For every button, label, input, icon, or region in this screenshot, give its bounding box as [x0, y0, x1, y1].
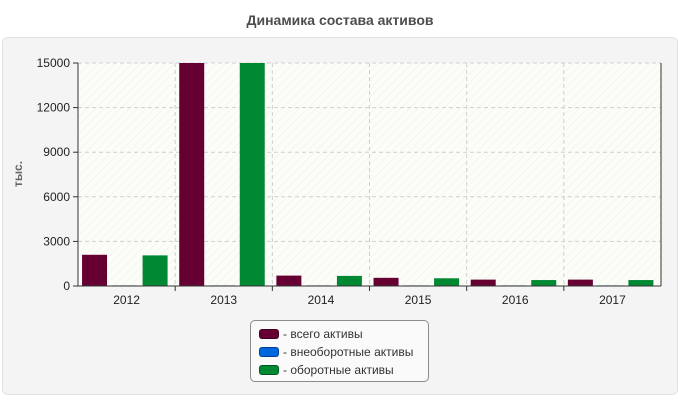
bar: [336, 275, 362, 286]
chart-legend: - всего активы - внеоборотные активы - обо…: [250, 320, 429, 382]
bar: [239, 63, 265, 286]
y-axis-label: тыс.: [11, 161, 25, 187]
legend-label: - всего активы: [283, 327, 363, 341]
bar: [567, 279, 593, 286]
bar: [179, 63, 205, 286]
y-tick-label: 15000: [37, 56, 71, 70]
bar: [142, 255, 168, 286]
bar: [628, 280, 654, 286]
x-tick-label: 2015: [405, 293, 432, 307]
chart-title: Динамика состава активов: [246, 12, 434, 28]
x-tick-label: 2014: [308, 293, 335, 307]
y-tick-label: 3000: [43, 234, 70, 248]
legend-swatch: [259, 347, 279, 357]
x-tick-label: 2012: [113, 293, 140, 307]
legend-item: - оборотные активы: [259, 361, 428, 379]
legend-label: - оборотные активы: [283, 363, 394, 377]
bar: [373, 277, 399, 286]
y-tick-label: 6000: [43, 190, 70, 204]
legend-item: - всего активы: [259, 325, 428, 343]
y-tick-label: 9000: [43, 145, 70, 159]
x-tick-label: 2017: [599, 293, 626, 307]
bar: [470, 279, 496, 286]
bar: [276, 275, 302, 286]
legend-item: - внеоборотные активы: [259, 343, 428, 361]
x-tick-label: 2013: [210, 293, 237, 307]
bar: [82, 254, 108, 286]
y-tick-label: 0: [63, 279, 70, 293]
legend-swatch: [259, 329, 279, 339]
bar: [531, 280, 557, 286]
bar: [434, 278, 460, 286]
legend-swatch: [259, 365, 279, 375]
y-tick-label: 12000: [37, 101, 71, 115]
legend-label: - внеоборотные активы: [283, 345, 414, 359]
x-tick-label: 2016: [502, 293, 529, 307]
